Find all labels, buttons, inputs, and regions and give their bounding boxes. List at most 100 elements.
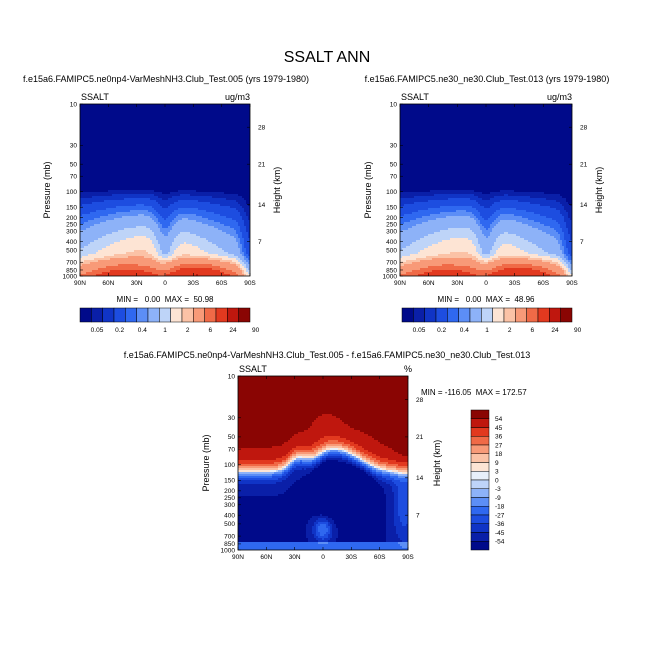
- colorbar-swatch: [492, 307, 505, 323]
- y-tick-label: 150: [66, 205, 77, 212]
- colorbar-swatch: [458, 307, 471, 323]
- x-tick-label: 60N: [260, 554, 272, 561]
- y-tick-label: 10: [390, 101, 398, 108]
- y-tick-label: 500: [224, 521, 235, 528]
- panel-model-varmesh: f.e15a6.FAMIPC5.ne0np4-VarMeshNH3.Club_T…: [23, 74, 309, 334]
- colorbar-swatch: [481, 307, 493, 323]
- x-tick-label: 90N: [232, 554, 244, 561]
- y-tick-label: 70: [390, 174, 398, 181]
- axis-label-left: Pressure (mb): [363, 161, 373, 218]
- colorbar-swatch: [215, 307, 228, 323]
- colorbar: 0.05 0.2 0.4 1 2 6 24 90: [79, 307, 260, 334]
- colorbar-swatch: [447, 307, 459, 323]
- panel-title: f.e15a6.FAMIPC5.ne0np4-VarMeshNH3.Club_T…: [124, 350, 531, 360]
- colorbar-label: -54: [495, 539, 505, 546]
- colorbar-swatch: [170, 307, 183, 323]
- colorbar-swatch: [159, 307, 171, 323]
- height-tick-label: 7: [416, 513, 420, 520]
- colorbar-swatch: [91, 307, 103, 323]
- panel-title: f.e15a6.FAMIPC5.ne0np4-VarMeshNH3.Club_T…: [23, 74, 309, 84]
- colorbar-label: 90: [574, 327, 582, 334]
- y-tick-label: 250: [386, 222, 397, 229]
- colorbar-label: 24: [229, 327, 237, 334]
- colorbar-label: 6: [209, 327, 213, 334]
- colorbar-swatch: [469, 307, 482, 323]
- colorbar-swatch: [470, 462, 490, 472]
- y-tick-label: 1000: [383, 273, 398, 280]
- colorbar-swatch: [470, 532, 490, 542]
- figure-title: SSALT ANN: [284, 49, 371, 66]
- y-tick-label: 100: [224, 462, 235, 469]
- axis-label-right: Height (km): [594, 167, 604, 214]
- colorbar-swatch: [193, 307, 205, 323]
- colorbar-swatch: [470, 541, 490, 551]
- axis-label-left: Pressure (mb): [42, 161, 52, 218]
- colorbar-swatch: [435, 307, 448, 323]
- colorbar-swatch: [470, 506, 490, 516]
- y-tick-label: 400: [66, 239, 77, 246]
- colorbar-label: 0.4: [460, 327, 469, 334]
- height-tick-label: 14: [258, 202, 266, 209]
- colorbar-swatch: [113, 307, 126, 323]
- colorbar-swatch: [515, 307, 527, 323]
- colorbar-label: -36: [495, 521, 505, 528]
- y-tick-label: 150: [224, 478, 235, 485]
- colorbar-swatch: [503, 307, 516, 323]
- colorbar-swatch: [413, 307, 425, 323]
- colorbar-swatch: [470, 453, 490, 463]
- colorbar-swatch: [470, 444, 490, 454]
- x-tick-label: 30N: [131, 280, 143, 287]
- axis-label-right: Height (km): [432, 440, 442, 487]
- colorbar-label: 0.05: [91, 327, 104, 334]
- y-tick-label: 200: [66, 215, 77, 222]
- corner-label-left: SSALT: [239, 364, 267, 374]
- y-tick-label: 10: [70, 101, 78, 108]
- y-tick-label: 700: [224, 533, 235, 540]
- height-tick-label: 7: [258, 239, 262, 246]
- x-tick-label: 60S: [216, 280, 228, 287]
- x-tick-label: 60S: [374, 554, 386, 561]
- colorbar-swatch: [79, 307, 92, 323]
- colorbar-swatch: [102, 307, 115, 323]
- panel-model-ne30: f.e15a6.FAMIPC5.ne30_ne30.Club_Test.013 …: [363, 74, 609, 334]
- colorbar-label: 18: [495, 451, 503, 458]
- colorbar-label: 1: [163, 327, 167, 334]
- height-tick-label: 14: [416, 475, 424, 482]
- y-tick-label: 70: [70, 174, 78, 181]
- y-tick-label: 400: [386, 239, 397, 246]
- y-tick-label: 250: [66, 222, 77, 229]
- y-tick-label: 700: [386, 260, 397, 267]
- y-tick-label: 250: [224, 495, 235, 502]
- x-tick-label: 0: [163, 280, 167, 287]
- x-tick-label: 30S: [188, 280, 200, 287]
- colorbar-swatch: [470, 479, 490, 489]
- height-tick-label: 21: [416, 434, 424, 441]
- colorbar-swatch: [470, 471, 490, 481]
- x-tick-label: 30S: [509, 280, 521, 287]
- x-tick-label: 60N: [102, 280, 114, 287]
- height-tick-label: 21: [580, 162, 588, 169]
- colorbar-label: -18: [495, 504, 505, 511]
- contour-field: [80, 104, 250, 276]
- colorbar-swatch: [549, 307, 561, 323]
- y-tick-label: 500: [386, 248, 397, 255]
- corner-label-right: %: [404, 364, 412, 374]
- colorbar-label: 0: [495, 477, 499, 484]
- colorbar-label: 9: [495, 460, 499, 467]
- y-tick-label: 850: [224, 541, 235, 548]
- colorbar-label: 3: [495, 469, 499, 476]
- colorbar-swatch: [470, 409, 490, 419]
- colorbar-label: -9: [495, 495, 501, 502]
- y-tick-label: 150: [386, 205, 397, 212]
- colorbar-label: -3: [495, 486, 501, 493]
- y-tick-label: 10: [228, 373, 236, 380]
- colorbar-swatch: [136, 307, 149, 323]
- colorbar-label: 54: [495, 416, 503, 423]
- colorbar-label: 36: [495, 434, 503, 441]
- colorbar-swatch: [147, 307, 160, 323]
- x-tick-label: 90S: [402, 554, 414, 561]
- corner-label-left: SSALT: [401, 92, 429, 102]
- x-tick-label: 0: [484, 280, 488, 287]
- corner-label-left: SSALT: [81, 92, 109, 102]
